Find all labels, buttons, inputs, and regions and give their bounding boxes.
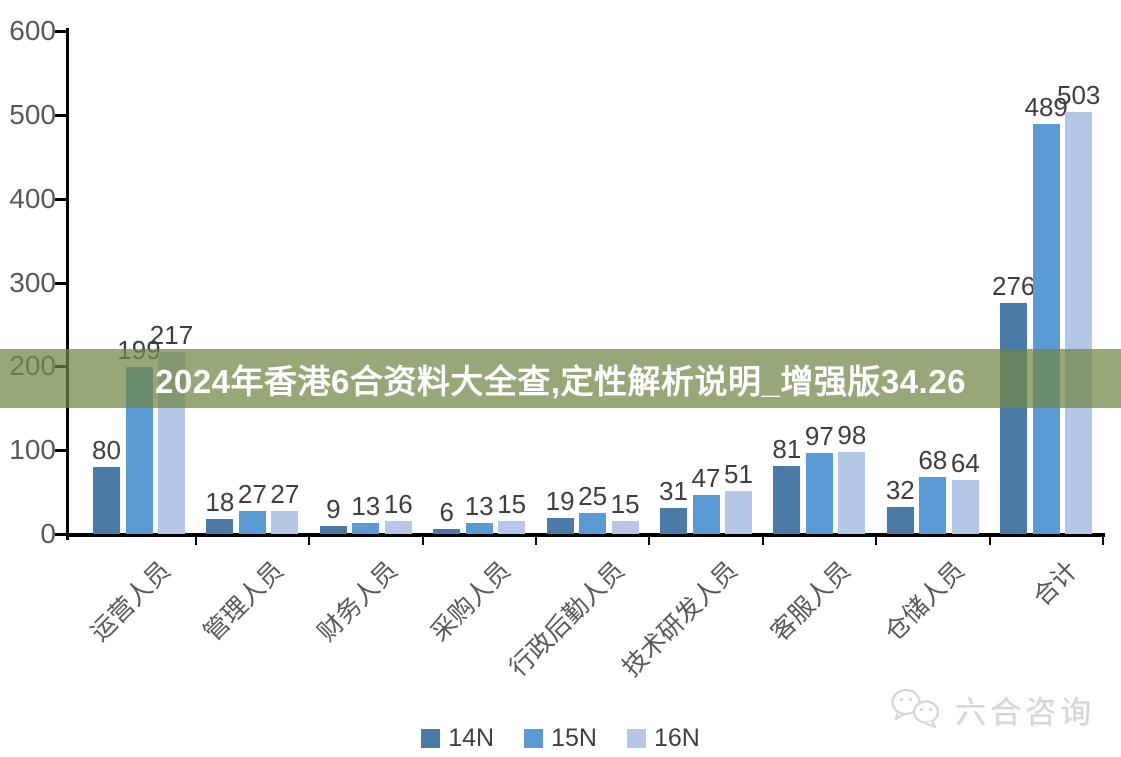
bar: [725, 491, 752, 534]
bar: [546, 518, 574, 534]
bar: [1032, 124, 1060, 534]
x-axis-tick: [194, 536, 197, 545]
bar: [838, 451, 866, 534]
y-axis-label: 100: [9, 434, 56, 466]
category-label: 仓储人员: [879, 556, 970, 647]
bar-value-label: 27: [270, 479, 300, 510]
bar: [498, 521, 526, 534]
bar-value-label: 25: [578, 481, 608, 512]
bar-value-label: 64: [950, 448, 980, 479]
bar-value-label: 68: [918, 444, 948, 475]
x-axis-line: [66, 533, 1105, 537]
category-label: 合计: [1028, 556, 1084, 612]
bar: [433, 528, 461, 534]
bar-value-label: 13: [351, 491, 381, 522]
legend-item: 14N: [421, 724, 494, 753]
bar: [271, 511, 299, 534]
x-axis-tick: [421, 536, 424, 545]
y-axis-line: [66, 28, 69, 540]
bar: [611, 521, 639, 534]
y-axis-label: 500: [9, 98, 56, 130]
overlay-banner-text: 2024年香港6合资料大全查,定性解析说明_增强版34.26: [155, 362, 966, 400]
bar: [660, 508, 687, 534]
y-axis-label: 600: [9, 15, 56, 46]
bar-value-label: 276: [991, 270, 1036, 301]
legend-swatch: [524, 729, 544, 748]
legend-item: 16N: [626, 724, 700, 753]
bar-value-label: 98: [837, 419, 867, 450]
y-axis-tick: [55, 113, 67, 117]
bar-value-label: 81: [772, 434, 802, 465]
bar: [238, 511, 266, 534]
bar: [805, 452, 833, 534]
bar-value-label: 15: [497, 489, 527, 520]
legend-label: 14N: [448, 724, 495, 752]
bar-value-label: 6: [439, 496, 454, 527]
y-axis-tick: [55, 197, 67, 201]
bar-value-label: 51: [724, 459, 753, 490]
bar-value-label: 80: [92, 434, 121, 465]
legend-label: 15N: [551, 724, 597, 752]
bar-value-label: 31: [659, 476, 688, 506]
bar-value-label: 97: [804, 420, 834, 451]
bar-value-label: 27: [237, 479, 267, 510]
legend-swatch: [626, 729, 646, 748]
wechat-chat-bubbles-icon: [891, 688, 940, 729]
bar: [93, 466, 120, 534]
x-axis-tick: [648, 536, 651, 545]
legend-swatch: [421, 729, 441, 748]
bar: [319, 526, 347, 534]
x-axis-tick: [308, 536, 311, 545]
bar: [384, 520, 412, 534]
category-label: 客服人员: [765, 556, 857, 647]
bar-value-label: 9: [326, 494, 341, 525]
y-axis-label: 300: [9, 266, 56, 298]
bar: [1065, 112, 1093, 534]
x-axis-tick: [761, 536, 764, 545]
legend-label: 16N: [653, 724, 700, 752]
category-label: 财务人员: [312, 556, 403, 647]
category-label: 运营人员: [85, 556, 177, 647]
bar-value-label: 503: [1056, 80, 1101, 111]
category-label: 行政后勤人员: [503, 556, 630, 683]
bar-value-label: 489: [1024, 92, 1068, 123]
bar: [773, 466, 801, 534]
bar: [886, 507, 914, 534]
bar: [919, 476, 947, 534]
watermark-text: 六合咨询: [955, 694, 1095, 730]
category-label: 采购人员: [425, 556, 517, 647]
legend-item: 15N: [524, 724, 597, 753]
y-axis-label: 0: [40, 518, 56, 549]
x-axis-tick: [534, 536, 537, 545]
bar: [579, 513, 607, 534]
y-axis-tick: [55, 449, 67, 453]
bar: [206, 518, 234, 534]
bar-value-label: 18: [205, 486, 235, 517]
x-axis-tick: [988, 536, 991, 545]
y-axis-tick: [55, 30, 67, 33]
bar: [1000, 302, 1028, 534]
bar-value-label: 16: [383, 488, 413, 519]
bar-value-label: 15: [610, 489, 640, 520]
bar-value-label: 217: [149, 320, 194, 351]
bar: [465, 523, 493, 534]
legend: 14N 15N 16N: [0, 724, 1121, 753]
bar-value-label: 19: [545, 486, 575, 517]
bar: [692, 494, 720, 534]
y-axis-label: 400: [9, 182, 56, 214]
category-label: 技术研发人员: [617, 556, 744, 683]
x-axis-tick: [875, 536, 878, 545]
overlay-banner[interactable]: 2024年香港6合资料大全查,定性解析说明_增强版34.26: [0, 349, 1121, 408]
y-axis-tick: [55, 281, 67, 285]
bar: [951, 480, 979, 534]
bar-value-label: 32: [885, 475, 915, 506]
category-label: 管理人员: [198, 556, 290, 647]
bar: [352, 523, 380, 534]
y-axis-tick: [55, 533, 67, 536]
bar-value-label: 47: [691, 462, 721, 493]
x-axis-tick: [1101, 536, 1104, 545]
watermark: 六合咨询: [889, 686, 1095, 732]
bar-value-label: 13: [464, 491, 494, 522]
